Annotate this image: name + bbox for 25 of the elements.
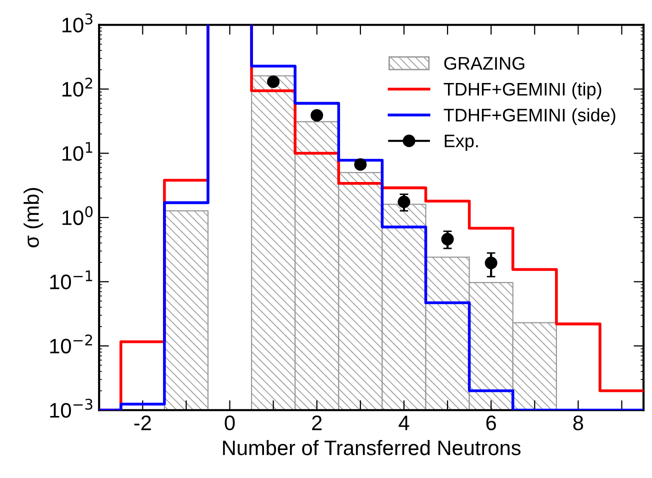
point [441, 232, 454, 246]
y-axis-title: σ (mb) [24, 188, 44, 248]
x-axis-title: Number of Transferred Neutrons [223, 440, 521, 456]
x-tick-label: 6 [486, 416, 496, 430]
x-tick-label: 8 [573, 416, 584, 430]
y-tick-label: 10$^{−1}$ [50, 270, 92, 290]
point [354, 158, 367, 171]
x-tick-label: 0 [224, 416, 235, 430]
point [310, 109, 324, 122]
y-tick-label: 10$^{0}$ [62, 206, 93, 226]
legend-label: Exp. [444, 134, 478, 151]
y-tick-label: 10$^{3}$ [62, 13, 92, 32]
y-tick-label: 10$^{−3}$ [50, 398, 92, 418]
legend-label: TDHF+GEMINI (side) [444, 108, 616, 126]
x-tick-label: 4 [398, 416, 410, 430]
y-tick-label: 10$^{1}$ [62, 142, 92, 161]
x-tick-label: 2 [312, 416, 322, 430]
point [267, 76, 280, 88]
legend-label: TDHF+GEMINI (tip) [444, 82, 602, 100]
y-tick-label: 10$^{2}$ [62, 78, 92, 97]
legend-label: GRAZING [444, 56, 524, 70]
x-tick-label: -2 [134, 416, 151, 430]
point [484, 256, 498, 270]
y-tick-label: 10$^{−2}$ [50, 334, 92, 354]
point [398, 196, 410, 208]
